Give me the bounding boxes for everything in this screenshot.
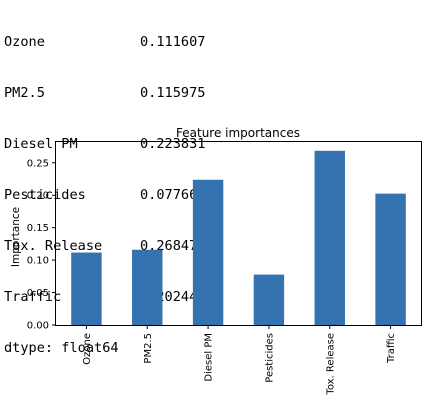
printout-name: Traffic <box>4 289 62 305</box>
bar-diesel-pm <box>192 179 224 325</box>
printout-value: 0.077667 <box>140 187 206 203</box>
printout-name: Tox. Release <box>4 238 103 254</box>
printout-name: Pesticides <box>4 187 86 203</box>
y-tick-label: 0.25 <box>27 158 49 169</box>
printout-value: 0.223831 <box>140 136 206 152</box>
printout-dtype: dtype: float64 <box>4 340 119 356</box>
x-tick-label: PM2.5 <box>143 333 154 364</box>
bar-pm2-5 <box>132 249 163 325</box>
printout-value: 0.115975 <box>140 85 206 101</box>
plot-frame <box>55 141 422 326</box>
y-tick-label: 0.05 <box>27 288 49 299</box>
bar-tox-release <box>314 150 345 325</box>
printout-row: Diesel PM 0.223831 <box>4 136 205 153</box>
printout-name: Diesel PM <box>4 136 78 152</box>
x-tick-label: Tox. Release <box>325 333 336 396</box>
bar-traffic <box>375 193 406 325</box>
bar-pesticides <box>253 274 285 325</box>
x-tick-label: Diesel PM <box>204 333 215 382</box>
x-tick-label: Ozone <box>82 333 93 365</box>
y-tick-label: 0.10 <box>27 256 49 267</box>
y-axis-label: Importance <box>10 207 22 267</box>
printout-row: Pesticides 0.077667 <box>4 187 205 204</box>
x-tick-label: Traffic <box>386 333 397 364</box>
printout-row: Ozone 0.111607 <box>4 34 205 51</box>
y-tick-label: 0.15 <box>27 223 49 234</box>
x-tick-label: Pesticides <box>264 333 275 383</box>
printout-name: Ozone <box>4 34 45 50</box>
printout-name: PM2.5 <box>4 85 45 101</box>
printout-value: 0.111607 <box>140 34 206 50</box>
printout-row: PM2.5 0.115975 <box>4 85 205 102</box>
bar-ozone <box>71 252 102 325</box>
y-tick-label: 0.20 <box>27 191 49 202</box>
chart-title: Feature importances <box>176 126 300 140</box>
y-tick-label: 0.00 <box>27 321 49 332</box>
